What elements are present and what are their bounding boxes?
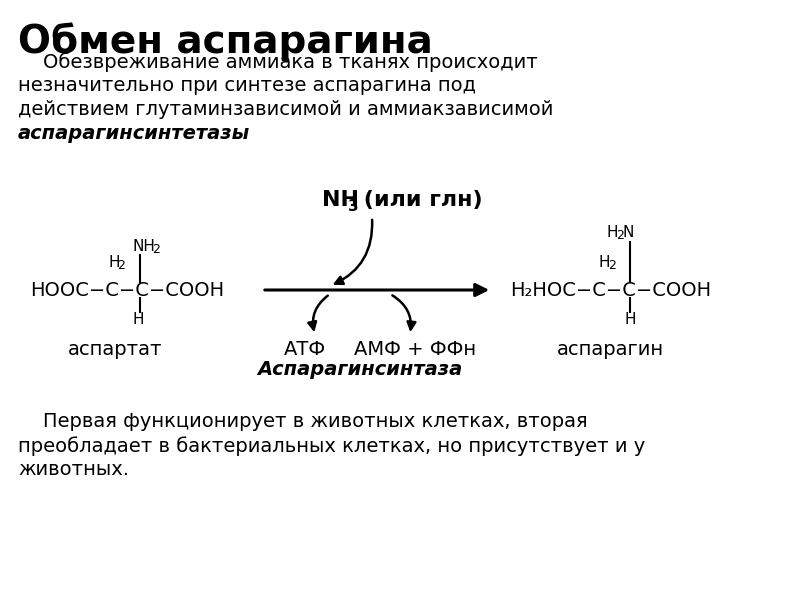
Text: H: H [607, 225, 618, 240]
Text: H: H [108, 255, 119, 270]
Text: Обмен аспарагина: Обмен аспарагина [18, 22, 433, 61]
Text: НООС−С−С−СООН: НООС−С−С−СООН [30, 280, 224, 299]
Text: H: H [133, 312, 145, 327]
Text: Обезвреживание аммиака в тканях происходит: Обезвреживание аммиака в тканях происход… [18, 52, 538, 71]
Text: аспарагин: аспарагин [557, 340, 663, 359]
Text: 2: 2 [616, 229, 624, 242]
Text: аспартат: аспартат [68, 340, 162, 359]
Text: Первая функционирует в животных клетках, вторая: Первая функционирует в животных клетках,… [18, 412, 588, 431]
Text: АМФ + ФФн: АМФ + ФФн [354, 340, 476, 359]
Text: преобладает в бактериальных клетках, но присутствует и у: преобладает в бактериальных клетках, но … [18, 436, 646, 455]
Text: животных.: животных. [18, 460, 129, 479]
Text: 2: 2 [117, 259, 125, 272]
Text: незначительно при синтезе аспарагина под: незначительно при синтезе аспарагина под [18, 76, 476, 95]
Text: 3: 3 [348, 199, 358, 214]
Text: NH: NH [132, 239, 155, 254]
Text: 2: 2 [152, 243, 160, 256]
FancyArrowPatch shape [335, 220, 372, 284]
Text: Аспарагинсинтаза: Аспарагинсинтаза [258, 360, 462, 379]
Text: 2: 2 [608, 259, 616, 272]
Text: (или глн): (или глн) [356, 190, 482, 210]
Text: АТФ: АТФ [284, 340, 326, 359]
Text: Н₂НОС−С−С−СООН: Н₂НОС−С−С−СООН [510, 280, 711, 299]
Text: аспарагинсинтетазы: аспарагинсинтетазы [18, 124, 250, 143]
Text: H: H [599, 255, 610, 270]
Text: N: N [622, 225, 634, 240]
Text: H: H [625, 312, 637, 327]
FancyArrowPatch shape [308, 296, 328, 329]
FancyArrowPatch shape [392, 295, 415, 329]
Text: действием глутаминзависимой и аммиакзависимой: действием глутаминзависимой и аммиакзави… [18, 100, 554, 119]
Text: NH: NH [322, 190, 359, 210]
Text: .: . [213, 124, 219, 143]
